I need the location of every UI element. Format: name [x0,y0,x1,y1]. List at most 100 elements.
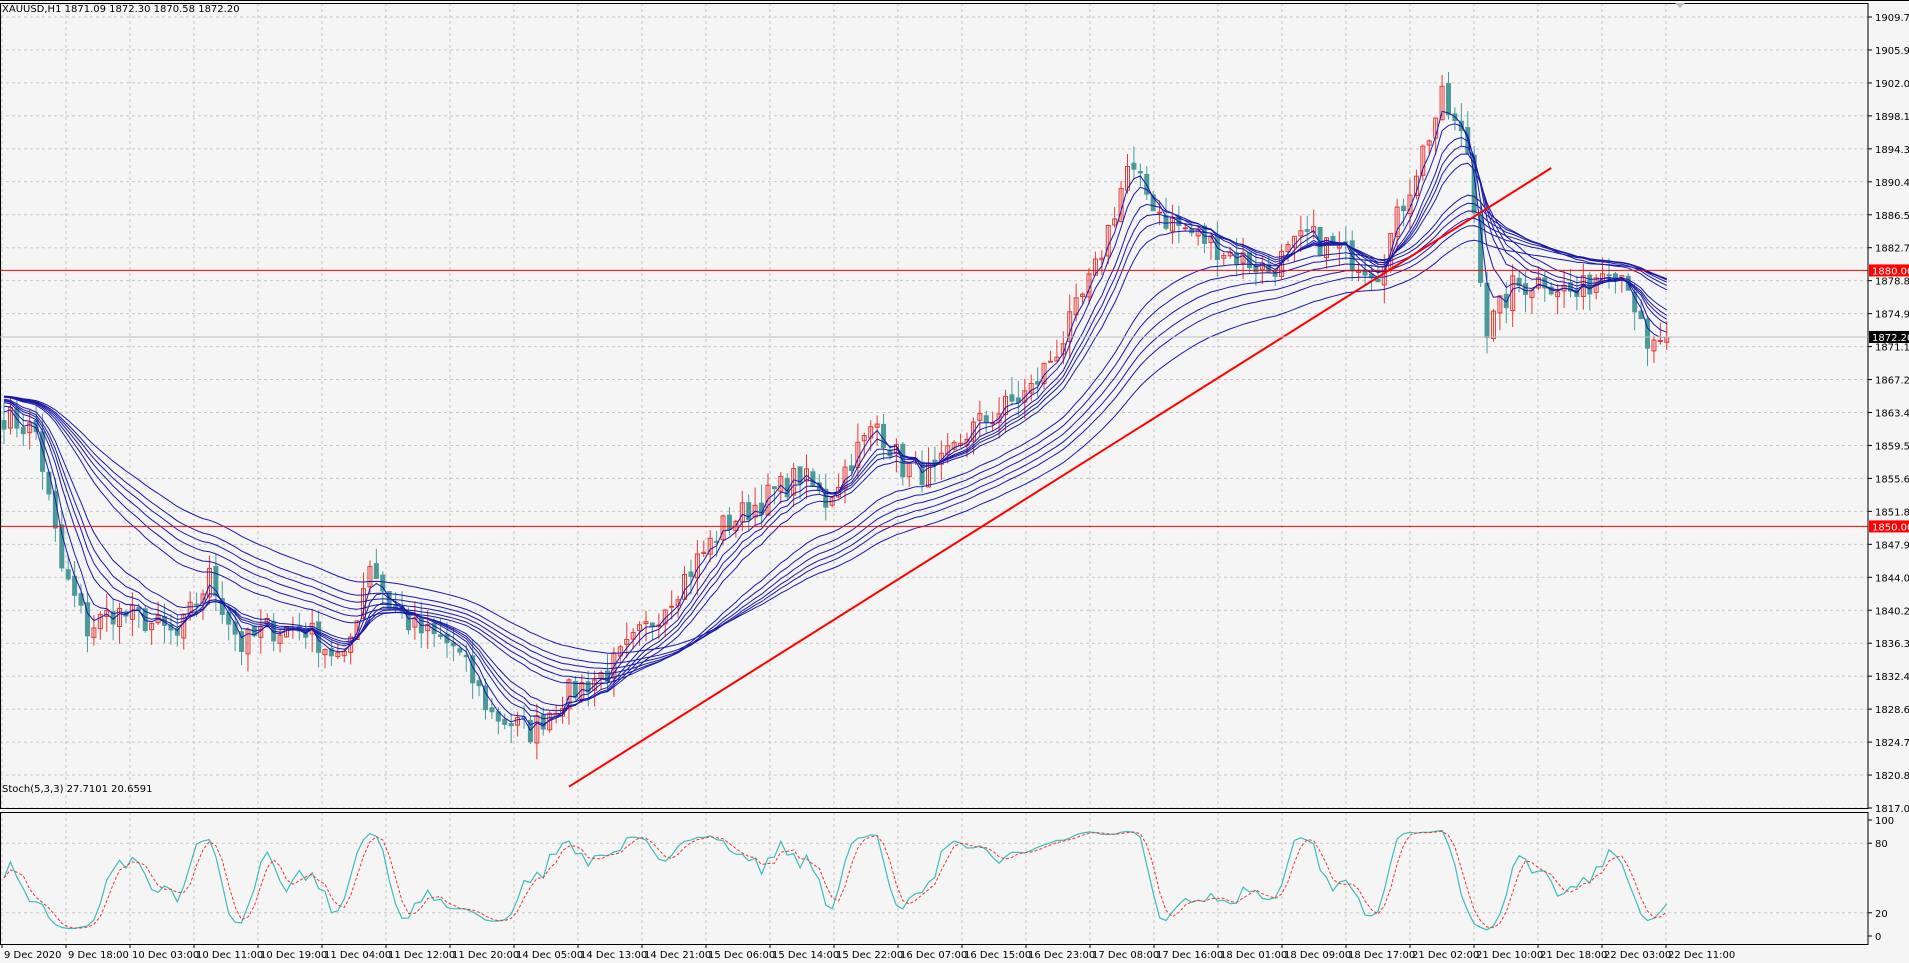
candle-body [502,718,508,725]
candle-body [771,486,777,490]
candle-body [848,465,854,471]
ema-line [3,225,1667,665]
price-tick-label: 1817.00 [1875,804,1909,815]
stoch-main-line [3,829,1668,931]
candle-body [1555,291,1561,298]
candle-body [412,617,418,628]
candle-body [919,461,925,485]
candle-body [239,631,245,652]
horizontal-levels[interactable] [0,269,1868,527]
candle-body [566,679,572,710]
time-tick-label: 21 Dec 18:00 [1540,950,1607,961]
price-tick-label: 1905.90 [1875,46,1909,57]
candle-body [373,563,379,579]
candle-body [643,621,649,625]
price-tick-label: 1844.00 [1875,573,1909,584]
candle-body [527,719,533,743]
candle-body [1645,318,1651,349]
candle-body [1394,206,1400,238]
candle-body [194,603,200,606]
candle-body [457,648,463,653]
candle-body [1311,226,1317,233]
candle-body [804,468,809,482]
candle-body [335,652,341,658]
candle-body [1163,214,1169,229]
candle-body [476,680,482,687]
candle-body [1439,85,1445,121]
candle-body [572,680,578,698]
candle-body [1298,230,1304,237]
candle-body [938,452,944,465]
ema-line [3,239,1667,654]
price-tick-label: 1871.10 [1875,343,1909,354]
price-tick-label: 1867.20 [1875,376,1909,387]
candle-body [1600,273,1606,281]
time-tick-label: 22 Dec 11:00 [1668,950,1735,961]
candle-body [945,445,951,456]
trendline[interactable] [568,167,1552,788]
candle-body [778,475,784,492]
stoch-axis[interactable]: 100 80 20 0 [1868,816,1894,943]
price-tick-label: 1847.90 [1875,540,1909,551]
candle-body [881,423,887,448]
price-tick-label: 1894.30 [1875,145,1909,156]
candle-body [14,407,20,429]
ema-line [3,110,1667,732]
stoch-tick-label: 80 [1875,839,1888,850]
candle-body [637,624,643,632]
candle-body [27,422,33,434]
stoch-pane-frame [0,812,1869,945]
candle-body [65,569,71,580]
candle-body [1015,397,1021,403]
candle-body [59,524,65,569]
candle-body [624,638,630,645]
stoch-title: Stoch(5,3,3) 27.7101 20.6591 [2,784,153,795]
ema-line [3,217,1667,670]
trendline-group[interactable] [568,167,1552,788]
candle-body [1131,162,1137,170]
price-axis[interactable]: 1909.70 1905.90 1902.00 1898.10 1894.30 1890.… [1868,13,1909,815]
candle-body [1080,293,1086,298]
candle-body [1542,277,1548,289]
candle-body [354,620,360,640]
candle-body [701,551,707,554]
candle-body [78,593,84,606]
candle-body [1484,282,1490,339]
time-tick-label: 18 Dec 09:00 [1284,950,1351,961]
candle-body [585,681,591,693]
scroll-marker-icon [1675,3,1685,8]
candle-body [592,679,598,691]
time-tick-label: 9 Dec 2020 [4,950,62,961]
candle-body [1221,254,1227,259]
candle-body [746,502,752,521]
candle-body [1150,194,1156,212]
candle-body [380,574,386,592]
price-tag-box [1869,264,1909,277]
candle-body [1112,218,1118,226]
candle-body [688,571,694,577]
price-tick-label: 1886.50 [1875,211,1909,222]
ema-ribbon [3,110,1668,732]
candle-body [1157,211,1163,214]
stoch-tick-label: 0 [1875,932,1881,943]
candle-body [129,604,135,620]
time-tick-label: 14 Dec 21:00 [644,950,711,961]
time-tick-label: 16 Dec 23:00 [1028,950,1095,961]
candle-body [181,613,187,639]
candle-body [868,426,874,439]
candle-body [983,415,989,424]
candle-body [797,466,803,485]
candle-body [117,607,123,628]
candle-body [1407,194,1413,215]
candle-body [720,515,726,541]
price-tick-label: 1859.50 [1875,441,1909,452]
candle-body [1497,295,1503,314]
time-tick-label: 17 Dec 08:00 [1092,950,1159,961]
candle-body [791,468,797,496]
price-tick-label: 1874.90 [1875,310,1909,321]
candle-body [206,567,212,598]
